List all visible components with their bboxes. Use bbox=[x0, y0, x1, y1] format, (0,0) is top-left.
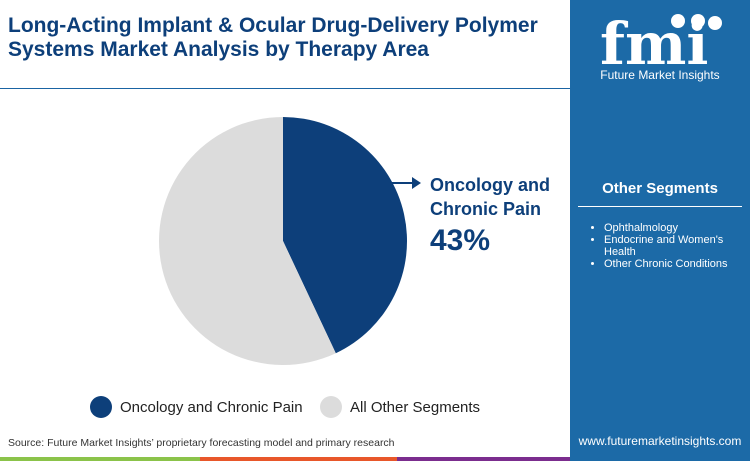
other-segments-divider bbox=[578, 206, 742, 207]
other-segments-heading: Other Segments bbox=[602, 180, 718, 197]
website-link[interactable]: www.futuremarketinsights.com bbox=[578, 434, 742, 448]
callout-value: 43% bbox=[430, 224, 491, 257]
pie-slice-1 bbox=[158, 117, 336, 366]
color-bar-purple bbox=[397, 457, 570, 461]
color-bar-green bbox=[0, 457, 200, 461]
page-title: Long-Acting Implant & Ocular Drug-Delive… bbox=[8, 14, 538, 61]
pie-slice-0 bbox=[283, 117, 407, 354]
side-panel bbox=[570, 0, 750, 461]
segment-item: Other Chronic Conditions bbox=[604, 258, 750, 270]
legend-swatch bbox=[90, 396, 112, 418]
title-divider bbox=[0, 88, 570, 89]
legend-item: Oncology and Chronic Pain bbox=[90, 396, 303, 418]
logo-text: fmi bbox=[600, 10, 708, 68]
legend-label: All Other Segments bbox=[350, 398, 481, 416]
segment-item: Ophthalmology bbox=[604, 222, 750, 234]
legend-item: All Other Segments bbox=[320, 396, 480, 418]
segment-item: Endocrine and Women's Health bbox=[604, 234, 750, 258]
arrow-icon bbox=[392, 177, 421, 189]
pie-chart bbox=[158, 117, 407, 366]
other-segments-list: Ophthalmology Endocrine and Women's Heal… bbox=[590, 222, 750, 270]
fmi-logo: fmi bbox=[600, 10, 722, 68]
legend-label: Oncology and Chronic Pain bbox=[120, 398, 303, 416]
color-bar-orange bbox=[200, 457, 397, 461]
brand-name: Future Market Insights bbox=[600, 68, 720, 82]
callout-label: Oncology and Chronic Pain bbox=[430, 175, 551, 219]
source-note: Source: Future Market Insights’ propriet… bbox=[8, 437, 395, 449]
legend-swatch bbox=[320, 396, 342, 418]
